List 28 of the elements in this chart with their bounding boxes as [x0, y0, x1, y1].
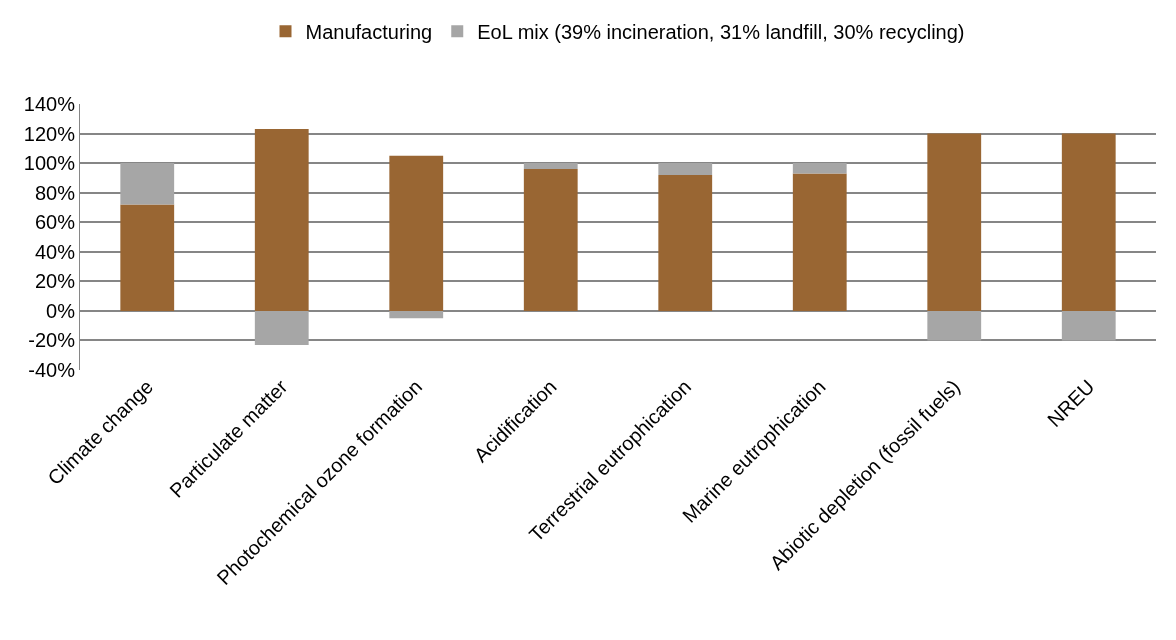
- bar: [927, 133, 982, 311]
- bar: [120, 163, 175, 205]
- y-tick-label: -40%: [28, 359, 76, 381]
- y-tick-label: 60%: [34, 211, 76, 234]
- bar: [254, 310, 309, 345]
- y-tick-label: 40%: [34, 240, 76, 263]
- bar: [1061, 133, 1116, 311]
- bar: [792, 173, 847, 311]
- bar: [120, 204, 175, 311]
- y-tick-label: 0%: [46, 299, 76, 322]
- bar: [658, 163, 713, 175]
- y-tick-label: -20%: [28, 329, 76, 352]
- bar: [927, 310, 982, 341]
- y-tick-label: 80%: [34, 181, 76, 204]
- bar: [523, 169, 578, 311]
- y-tick-label: 100%: [23, 152, 76, 175]
- y-tick-label: 120%: [23, 122, 76, 145]
- bar: [1061, 310, 1116, 341]
- bar: [254, 129, 309, 311]
- bar: [389, 155, 444, 311]
- bar: [792, 163, 847, 174]
- bar: [389, 310, 444, 319]
- legend-label: EoL mix (39% incineration, 31% landfill, 30% recycling): [477, 21, 965, 44]
- bar: [523, 163, 578, 170]
- y-tick-label: 140%: [23, 93, 76, 115]
- bar: [658, 174, 713, 311]
- legend-label: Manufacturing: [305, 21, 433, 44]
- y-tick-label: 20%: [34, 270, 76, 293]
